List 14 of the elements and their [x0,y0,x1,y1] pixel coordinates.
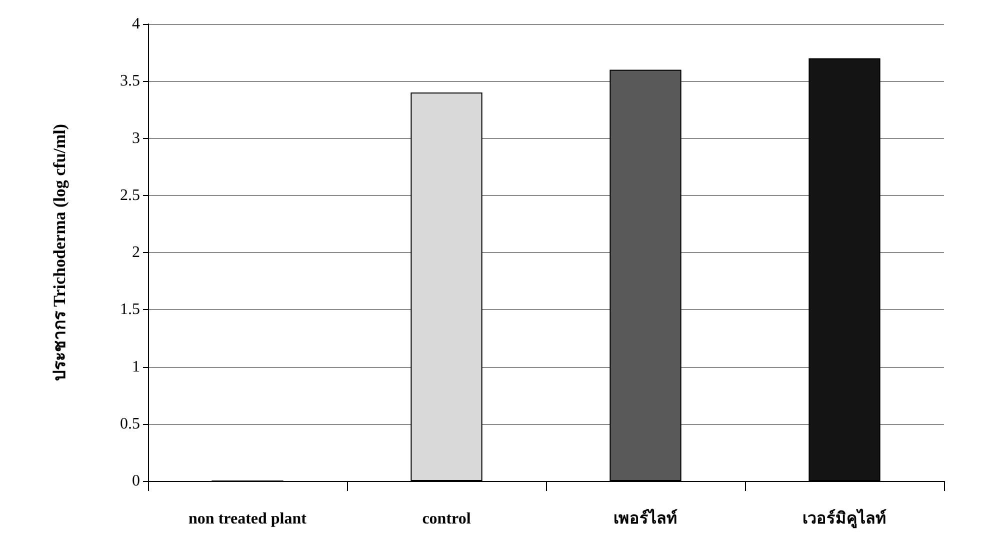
y-tick-label: 3 [132,130,140,147]
y-tick-label: 2 [132,244,140,261]
x-tick-label: เวอร์มิคูไลท์ [802,508,886,530]
y-tick-label: 2.5 [120,186,140,204]
x-tick-label: เพอร์ไลท์ [614,508,678,528]
y-tick-label: 0.5 [120,415,140,432]
y-tick-label: 0 [132,472,140,490]
y-tick-label: 3.5 [120,72,140,90]
x-tick-label: non treated plant [188,510,308,528]
y-tick-label: 1 [132,358,140,376]
y-tick-label: 1.5 [120,301,140,318]
x-tick-label: control [422,510,472,528]
y-axis-title: ประชากร Trichoderma (log cfu/ml) [50,124,69,382]
y-tick-label: 4 [132,16,140,32]
